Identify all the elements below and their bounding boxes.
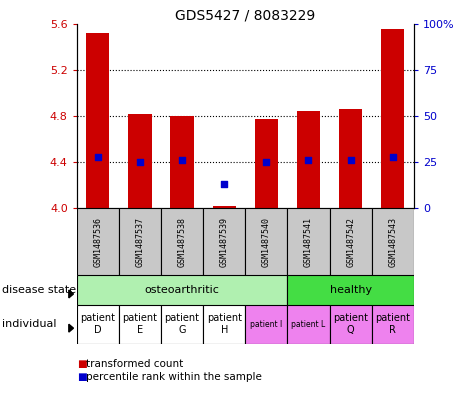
Text: patient
G: patient G — [165, 314, 199, 335]
Text: GSM1487542: GSM1487542 — [346, 217, 355, 267]
Bar — [161, 305, 203, 344]
Point — [263, 159, 270, 165]
Bar — [171, 116, 193, 208]
Text: osteoarthritic: osteoarthritic — [145, 285, 219, 295]
Bar — [297, 111, 320, 208]
Bar — [381, 29, 405, 208]
Text: disease state: disease state — [2, 285, 76, 295]
Text: individual: individual — [2, 319, 57, 329]
Bar — [330, 305, 372, 344]
Bar — [203, 305, 246, 344]
Text: patient I: patient I — [250, 320, 282, 329]
Title: GDS5427 / 8083229: GDS5427 / 8083229 — [175, 8, 315, 22]
Text: GSM1487543: GSM1487543 — [388, 217, 397, 267]
Bar — [128, 114, 152, 208]
Bar — [213, 206, 236, 208]
Bar — [119, 305, 161, 344]
Text: patient
Q: patient Q — [333, 314, 368, 335]
Text: ■: ■ — [77, 358, 86, 369]
Point — [136, 159, 144, 165]
Text: patient
R: patient R — [375, 314, 410, 335]
Text: GSM1487538: GSM1487538 — [178, 217, 186, 267]
Text: GSM1487537: GSM1487537 — [135, 217, 145, 267]
Bar — [287, 305, 330, 344]
Text: GSM1487540: GSM1487540 — [262, 217, 271, 267]
Bar — [77, 208, 119, 275]
Text: GSM1487541: GSM1487541 — [304, 217, 313, 267]
Text: healthy: healthy — [330, 285, 372, 295]
Text: patient
D: patient D — [80, 314, 115, 335]
Text: patient L: patient L — [292, 320, 326, 329]
Point — [347, 157, 354, 163]
Point — [305, 157, 312, 163]
Bar — [119, 208, 161, 275]
Bar — [330, 208, 372, 275]
Bar — [255, 119, 278, 208]
Text: GSM1487536: GSM1487536 — [93, 217, 102, 267]
Text: transformed count: transformed count — [86, 358, 183, 369]
Text: percentile rank within the sample: percentile rank within the sample — [86, 372, 262, 382]
Bar — [77, 305, 119, 344]
Bar — [372, 208, 414, 275]
Point — [94, 153, 101, 160]
Text: ■: ■ — [77, 372, 86, 382]
Bar — [246, 208, 287, 275]
Text: patient
E: patient E — [122, 314, 158, 335]
Point — [179, 157, 186, 163]
Point — [389, 153, 397, 160]
Text: patient
H: patient H — [207, 314, 242, 335]
Point — [220, 181, 228, 187]
Text: GSM1487539: GSM1487539 — [220, 217, 229, 267]
Bar — [203, 208, 246, 275]
Bar — [246, 305, 287, 344]
Bar — [77, 275, 287, 305]
Bar — [287, 208, 330, 275]
Bar — [372, 305, 414, 344]
Bar — [161, 208, 203, 275]
Bar — [287, 275, 414, 305]
Bar — [86, 33, 109, 208]
Bar — [339, 109, 362, 208]
